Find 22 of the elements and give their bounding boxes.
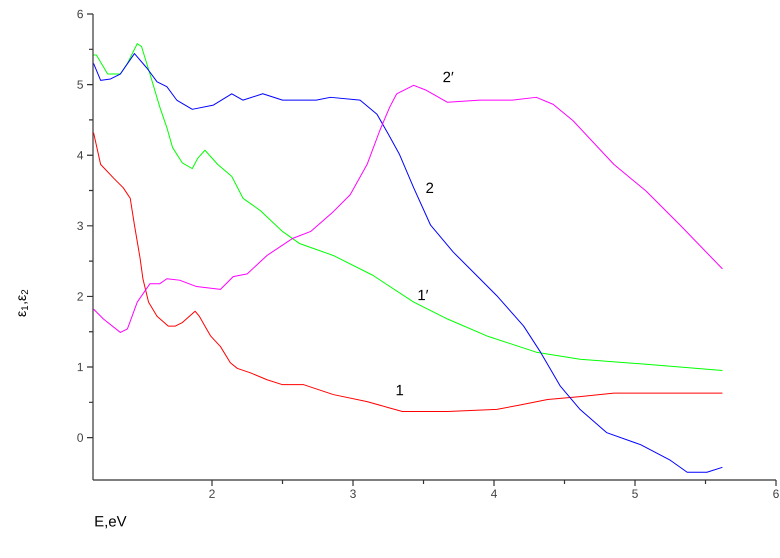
x-tick-label: 3 <box>350 490 356 498</box>
line-series <box>93 53 723 473</box>
annotation: 1′ <box>418 290 428 300</box>
line-series <box>93 84 723 333</box>
y-tick-label: 0 <box>77 433 84 442</box>
x-tick-label: 6 <box>773 490 779 498</box>
annotation: 2′ <box>443 72 454 82</box>
annotation: 1 <box>396 384 404 396</box>
line-series <box>93 43 723 372</box>
y-tick-label: 4 <box>77 151 84 160</box>
x-axis-title: E,eV <box>95 516 127 528</box>
y-axis-title: ε$_{1}$,ε$_{2}$ <box>18 290 28 317</box>
x-tick-label: 5 <box>632 490 638 498</box>
y-tick-label: 1 <box>78 362 83 372</box>
y-tick-label: 2 <box>77 292 83 301</box>
annotation: 2 <box>426 182 434 194</box>
x-tick-label: 4 <box>490 490 497 498</box>
line-series <box>93 132 723 412</box>
y-tick-label: 5 <box>77 80 83 89</box>
y-tick-label: 3 <box>77 222 83 230</box>
x-tick-label: 2 <box>209 490 215 498</box>
y-tick-label: 6 <box>77 10 83 18</box>
